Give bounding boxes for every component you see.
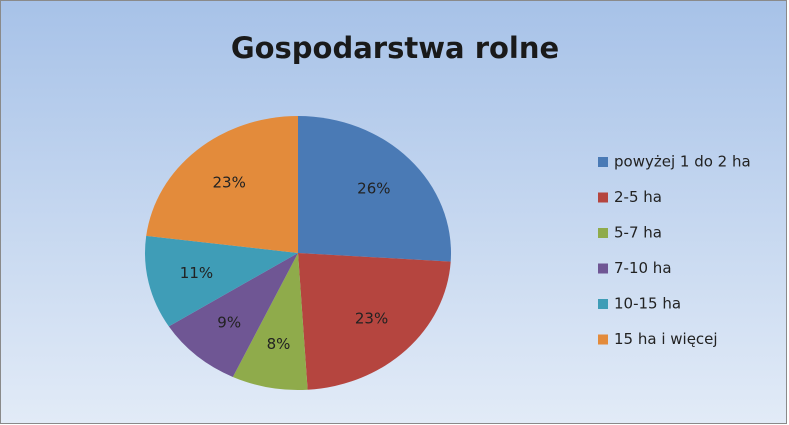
pie-slice [298,116,451,262]
legend-swatch [598,228,608,238]
legend: powyżej 1 do 2 ha 2-5 ha 5-7 ha 7-10 ha 10-1… [598,153,751,348]
data-label: 9% [217,313,241,331]
legend-label: 2-5 ha [614,188,662,206]
pie-slice [232,253,308,390]
legend-label: 5-7 ha [614,224,662,242]
data-label: 23% [213,174,246,192]
data-label: 23% [355,309,388,327]
legend-swatch [598,192,608,203]
legend-swatch [598,334,608,345]
legend-swatch [598,157,608,167]
pie: 26% 23% 8% 9% 11% 23% [145,116,451,390]
pie-slice [298,253,451,390]
data-label: 8% [267,335,291,353]
chart-title: Gospodarstwa rolne [231,31,559,65]
pie-slice [145,235,298,327]
legend-label: 10-15 ha [614,295,681,313]
legend-label: 7-10 ha [614,259,672,277]
data-label: 11% [180,264,213,282]
legend-swatch [598,299,608,309]
pie-slice [146,116,298,253]
legend-label: 15 ha i więcej [614,330,718,348]
pie-slice [168,253,298,377]
legend-swatch [598,263,608,274]
data-label: 26% [357,180,390,198]
legend-label: powyżej 1 do 2 ha [614,153,751,171]
